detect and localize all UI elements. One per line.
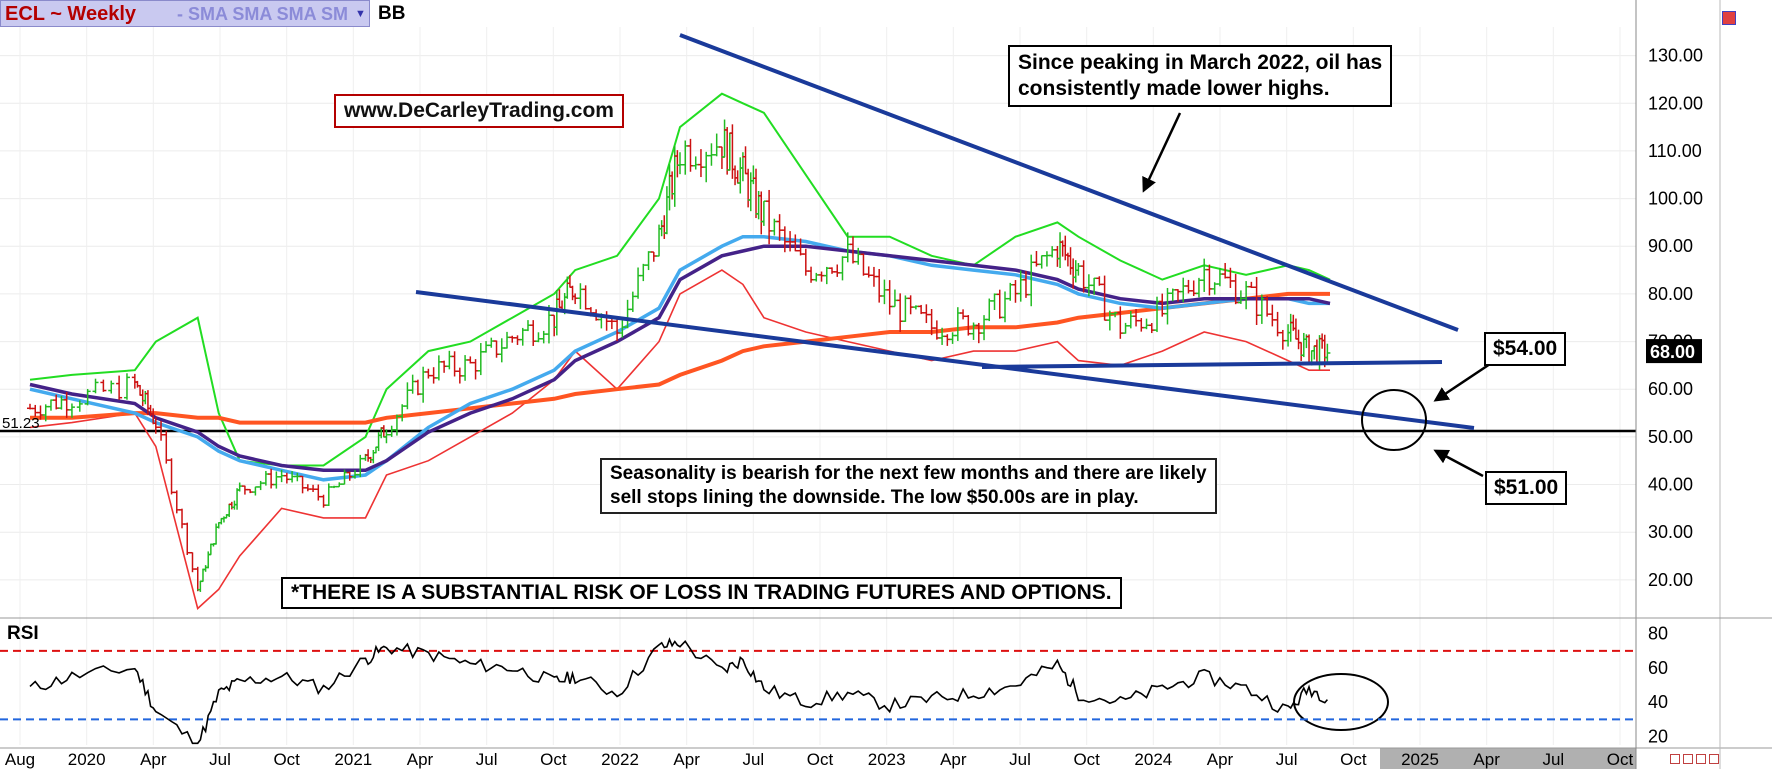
time-tick-label: 2021 [334,750,372,769]
price-bar [76,400,83,412]
trendline-lower-channel [415,290,1475,430]
rsi-tick-label: 20 [1648,726,1668,746]
price-tick-label: 110.00 [1648,141,1702,161]
time-tick-label: Oct [1073,750,1100,769]
price-tick-label: 130.00 [1648,46,1703,66]
seasonality-line1: Seasonality is bearish for the next few … [610,463,1207,484]
rsi-tick-label: 80 [1648,624,1668,644]
url-annotation: www.DeCarleyTrading.com [334,94,624,128]
price-bar [1324,343,1331,364]
time-tick-label: Apr [140,750,167,769]
peak-annotation-line2: consistently made lower highs. [1018,77,1330,100]
target-54-label: $54.00 [1484,332,1567,366]
time-tick-label: Aug [5,750,35,769]
target-51-label: $51.00 [1485,471,1568,505]
price-tick-label: 80.00 [1648,284,1693,304]
price-bar [100,379,107,392]
time-tick-label: Jul [1009,750,1031,769]
time-tick-label: Oct [540,750,567,769]
peak-annotation-line1: Since peaking in March 2022, oil has [1018,51,1383,74]
rsi-line [29,637,1329,745]
time-tick-label: 2023 [868,750,906,769]
time-tick-label: Apr [1207,750,1234,769]
time-tick-label: Apr [673,750,700,769]
price-tick-label: 100.00 [1648,189,1703,209]
price-tick-label: 20.00 [1648,570,1693,590]
last-price-label: 68.00 [1650,342,1695,362]
symbol-title: ECL ~ Weekly [5,3,136,25]
peak-annotation: Since peaking in March 2022, oil has con… [1008,45,1393,107]
time-tick-label: Jul [742,750,764,769]
chart-header-bar[interactable]: ECL ~ Weekly - SMA SMA SMA SM ▼ [0,0,370,27]
price-tick-label: 40.00 [1648,475,1693,495]
time-tick-label: Oct [273,750,300,769]
zoom-in-icon[interactable] [1696,754,1706,764]
arrow-to-highs [1142,112,1182,193]
time-tick-label: Oct [807,750,834,769]
price-tick-label: 60.00 [1648,379,1693,399]
time-tick-label: Apr [407,750,434,769]
bollinger-label: BB [378,3,406,24]
sma-purple-line [29,244,1331,473]
trendline-lower-highs [679,33,1459,332]
price-bar [108,380,115,394]
chevron-down-icon[interactable]: ▼ [355,8,366,20]
future-time-band [1380,748,1636,769]
time-tick-label: 2020 [68,750,106,769]
trendlines [415,33,1491,731]
scroll-left-icon[interactable] [1670,754,1680,764]
time-tick-label: 2025 [1401,750,1439,769]
price-bar [123,373,130,400]
last-price-box [1646,339,1702,364]
time-tick-label: Oct [1340,750,1367,769]
rsi-panel: 80 60 40 20 [0,624,1668,746]
time-tick-label: 2022 [601,750,639,769]
settings-icon[interactable] [1722,11,1736,25]
seasonality-annotation: Seasonality is bearish for the next few … [600,458,1217,514]
time-tick-label: Jul [209,750,231,769]
time-tick-label: Jul [1276,750,1298,769]
time-tick-label: Apr [940,750,967,769]
price-tick-label: 50.00 [1648,427,1693,447]
price-tick-label: 90.00 [1648,236,1693,256]
scroll-right-icon[interactable] [1683,754,1693,764]
price-tick-label: 120.00 [1648,93,1703,113]
time-tick-label: 2024 [1134,750,1172,769]
scroll-controls[interactable] [1670,751,1722,769]
rsi-tick-label: 60 [1648,658,1668,678]
price-tick-label: 30.00 [1648,522,1693,542]
indicator-list: - SMA SMA SMA SM [177,4,348,24]
sma-light-blue-line [29,234,1330,482]
price-bar [84,388,91,406]
zoom-out-icon[interactable] [1709,754,1719,764]
target-circle [1361,389,1427,451]
price-bar [68,403,75,418]
price-bar [92,378,99,394]
seasonality-line2: sell stops lining the downside. The low … [610,487,1139,508]
time-tick-label: Apr [1473,750,1500,769]
price-bar [116,375,123,400]
rsi-tick-label: 40 [1648,692,1668,712]
rsi-circle [1293,673,1389,731]
risk-disclaimer: *THERE IS A SUBSTANTIAL RISK OF LOSS IN … [281,577,1122,609]
price-bars [27,119,1331,592]
time-tick-label: Jul [1542,750,1564,769]
trendline-support [981,360,1443,369]
rsi-label: RSI [7,623,39,644]
arrow-to-51 [1433,449,1484,478]
time-tick-label: Oct [1607,750,1634,769]
arrow-to-54 [1433,362,1491,402]
time-tick-label: Jul [476,750,498,769]
level-marker-label: 51.23 [2,415,40,432]
